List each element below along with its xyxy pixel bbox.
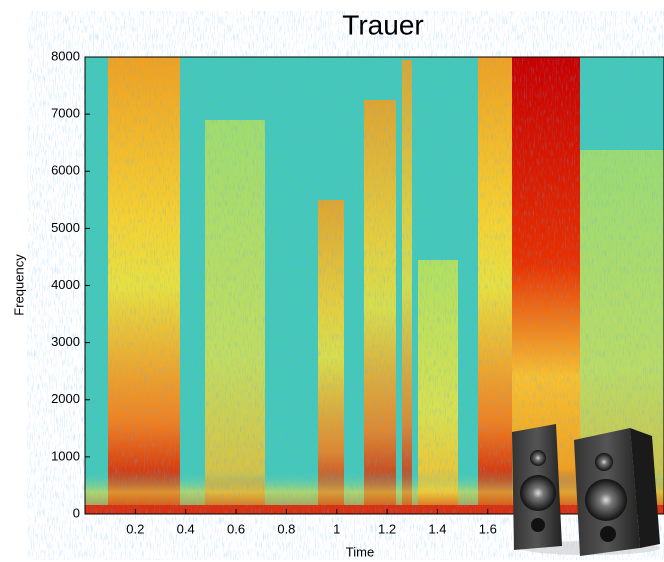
y-tick-label: 8000 — [51, 48, 80, 63]
y-tick-label: 0 — [73, 505, 80, 520]
y-tick-label: 2000 — [51, 391, 80, 406]
x-tick-label: 0.4 — [177, 521, 195, 536]
x-tick-label: 0.6 — [227, 521, 245, 536]
y-tick-label: 4000 — [51, 277, 80, 292]
y-tick-label: 7000 — [51, 106, 80, 121]
y-axis-label: Frequency — [11, 254, 26, 316]
x-tick-label: 1 — [333, 521, 340, 536]
x-tick-label: 1.6 — [479, 521, 497, 536]
y-tick-label: 5000 — [51, 220, 80, 235]
y-tick-label: 3000 — [51, 334, 80, 349]
speaker-icon — [512, 424, 660, 556]
x-tick-label: 0.8 — [277, 521, 295, 536]
chart-title: Trauer — [342, 9, 423, 40]
x-axis-label: Time — [346, 544, 374, 559]
y-tick-label: 1000 — [51, 448, 80, 463]
y-tick-label: 6000 — [51, 163, 80, 178]
x-tick-label: 0.2 — [126, 521, 144, 536]
x-tick-label: 1.2 — [378, 521, 396, 536]
x-tick-label: 1.4 — [428, 521, 446, 536]
spectrogram-image — [85, 57, 664, 514]
